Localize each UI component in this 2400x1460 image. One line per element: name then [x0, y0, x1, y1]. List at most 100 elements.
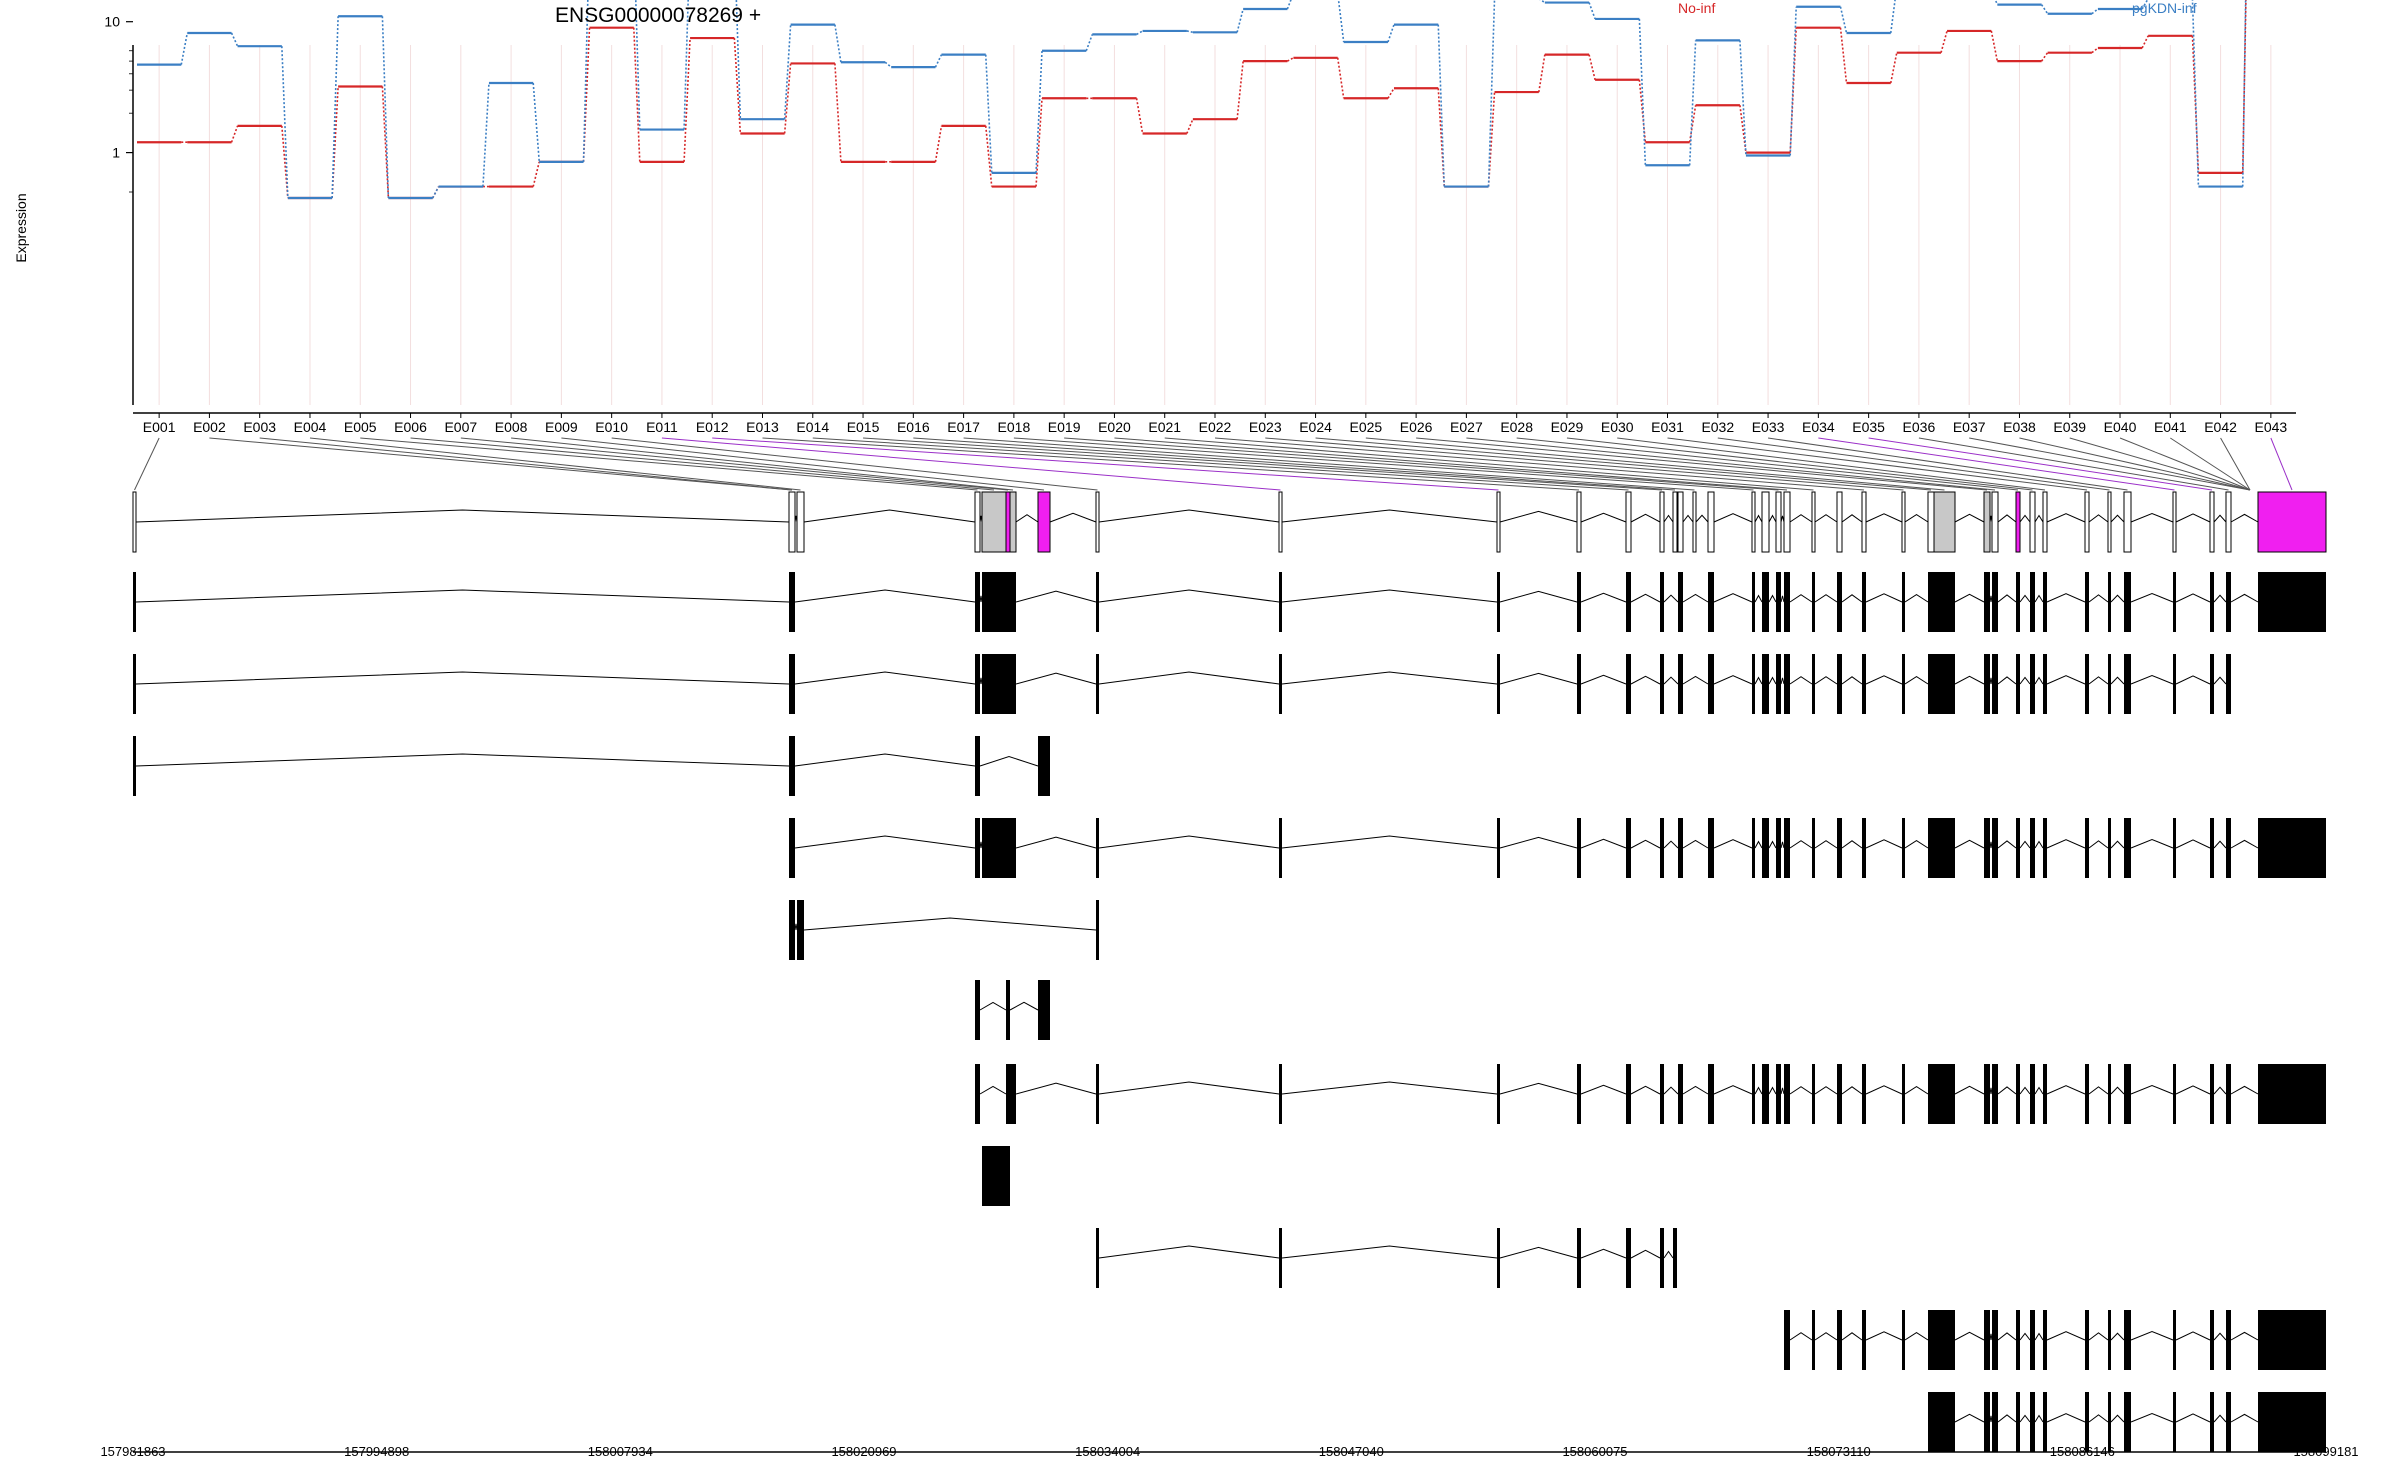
exon-connector — [309, 437, 801, 491]
intron — [2213, 840, 2227, 849]
intron — [1754, 514, 1763, 523]
exon-box — [981, 491, 1007, 553]
transcript-exon — [2016, 1392, 2020, 1452]
transcript-exon — [1902, 654, 1905, 714]
transcript-exon — [1279, 1228, 1282, 1288]
transcript-exon — [789, 572, 795, 632]
exon-box — [2042, 491, 2048, 553]
series-step — [2141, 35, 2149, 49]
series-step — [281, 46, 289, 199]
transcript-exon — [1928, 654, 1934, 714]
transcript-track — [789, 818, 2326, 878]
exon-box — [2084, 491, 2090, 553]
exon-box — [2123, 491, 2132, 553]
intron — [1989, 1415, 1993, 1423]
exon-connector — [134, 437, 160, 491]
exon-box — [1775, 491, 1782, 553]
series-step — [230, 125, 239, 143]
transcript-exon — [1708, 818, 1714, 878]
intron — [1713, 1085, 1753, 1095]
exon-box — [2029, 491, 2036, 553]
transcript-exon — [2043, 654, 2047, 714]
intron — [1865, 839, 1903, 849]
transcript-exon — [2258, 818, 2326, 878]
intron — [2088, 840, 2109, 849]
transcript-exon — [982, 818, 1006, 878]
intron — [794, 753, 976, 767]
series-step — [2040, 4, 2049, 15]
intron — [1841, 514, 1863, 523]
intron — [1954, 1085, 1985, 1095]
exon-box — [2257, 491, 2327, 553]
transcript-exon — [1812, 572, 1815, 632]
exon-label-e003: E003 — [243, 419, 276, 435]
intron — [1663, 840, 1679, 849]
transcript-exon — [2226, 654, 2231, 714]
exon-label-e020: E020 — [1098, 419, 1131, 435]
transcript-exon — [1096, 572, 1099, 632]
series-step — [735, 0, 742, 120]
intron — [1580, 674, 1627, 685]
exon-box — [2015, 491, 2021, 553]
intron — [1499, 1082, 1578, 1095]
transcript-exon — [1010, 654, 1016, 714]
intron — [1713, 675, 1753, 685]
intron — [2019, 1414, 2031, 1423]
series-step — [1940, 30, 1948, 53]
intron — [1814, 1086, 1838, 1095]
intron — [1499, 836, 1578, 849]
series-step — [634, 0, 641, 130]
exon-label-e041: E041 — [2154, 419, 2187, 435]
transcript-exon — [1992, 1392, 1998, 1452]
transcript-exon — [2258, 1392, 2326, 1452]
exon-connector — [1617, 437, 2046, 491]
intron — [1780, 595, 1785, 603]
exon-connector — [963, 437, 1695, 491]
intron — [2088, 1086, 2109, 1095]
transcript-exon — [1934, 1064, 1955, 1124]
intron — [1814, 514, 1838, 523]
intron — [1841, 594, 1863, 603]
exon-box — [1811, 491, 1816, 553]
genomic-tick-label: 158060075 — [1562, 1444, 1627, 1459]
intron — [2130, 1330, 2174, 1341]
transcript-exon — [1784, 572, 1790, 632]
transcript-exon — [1934, 572, 1955, 632]
intron — [2110, 840, 2125, 849]
intron — [1904, 594, 1929, 603]
transcript-exon — [2124, 1392, 2131, 1452]
intron — [1841, 1332, 1863, 1341]
exon-connector — [2220, 437, 2251, 491]
intron — [2088, 676, 2109, 685]
intron — [1630, 1085, 1661, 1095]
intron — [2019, 1086, 2031, 1095]
exon-label-e035: E035 — [1852, 419, 1885, 435]
transcript-exon — [2085, 572, 2089, 632]
series-step — [683, 38, 691, 162]
intron — [2130, 512, 2174, 523]
transcript-track — [1096, 1228, 1677, 1288]
exon-model-track — [132, 491, 2327, 553]
exon-label-e042: E042 — [2204, 419, 2237, 435]
intron — [2175, 1413, 2211, 1423]
transcript-exon — [1902, 1064, 1905, 1124]
transcript-exon — [2210, 1392, 2214, 1452]
exon-connector — [360, 437, 978, 491]
transcript-exon — [1762, 1064, 1769, 1124]
transcript-track — [975, 980, 1050, 1040]
series-step — [281, 125, 289, 199]
intron — [1954, 1413, 1985, 1423]
transcript-exon — [1279, 1064, 1282, 1124]
exon-label-e038: E038 — [2003, 419, 2036, 435]
intron — [1768, 676, 1777, 685]
series-step — [1135, 98, 1144, 134]
exon-box — [1927, 491, 1935, 553]
exon-label-e004: E004 — [294, 419, 327, 435]
exon-label-e034: E034 — [1802, 419, 1835, 435]
transcript-exon — [2173, 1064, 2176, 1124]
intron — [135, 589, 790, 603]
transcript-exon — [1837, 572, 1842, 632]
transcript-exon — [1984, 818, 1990, 878]
exon-connector — [1064, 437, 1779, 491]
transcript-exon — [1784, 1064, 1790, 1124]
